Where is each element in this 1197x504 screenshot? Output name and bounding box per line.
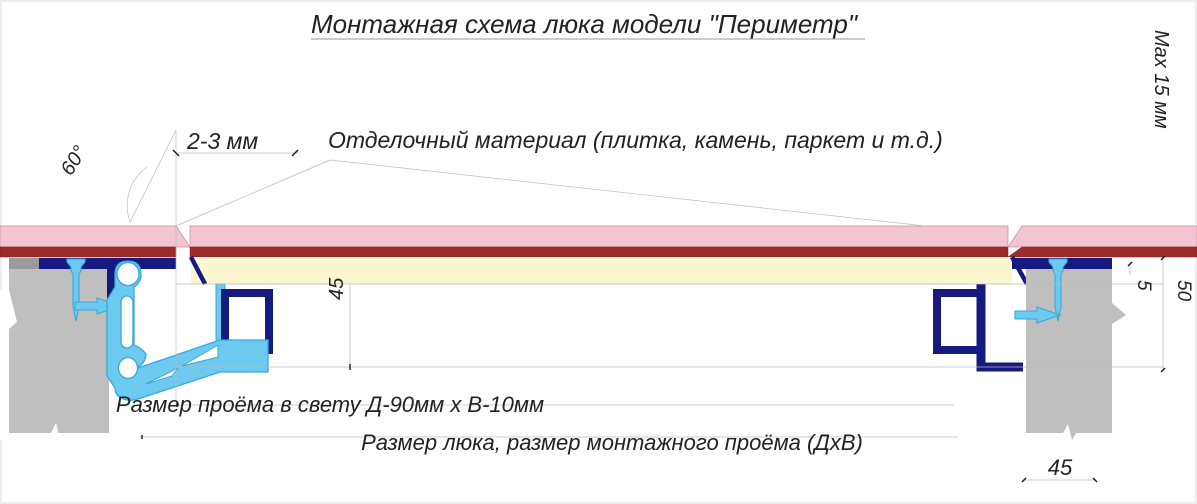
svg-text:50: 50 (1173, 280, 1194, 302)
svg-text:Размер люка, размер монтажного: Размер люка, размер монтажного проёма (Д… (361, 430, 863, 455)
svg-text:2-3 мм: 2-3 мм (186, 128, 258, 154)
svg-text:45: 45 (326, 277, 348, 300)
svg-text:Max 15 мм: Max 15 мм (1150, 30, 1172, 129)
svg-text:45: 45 (1048, 455, 1073, 480)
svg-text:5: 5 (1133, 280, 1154, 291)
svg-text:Размер проёма в свету Д-90мм х: Размер проёма в свету Д-90мм х В-10мм (116, 392, 544, 417)
svg-text:Отделочный материал (плитка, к: Отделочный материал (плитка, камень, пар… (328, 127, 943, 153)
svg-text:Монтажная схема люка модели "П: Монтажная схема люка модели "Периметр" (311, 9, 859, 39)
svg-text:60°: 60° (57, 142, 92, 179)
